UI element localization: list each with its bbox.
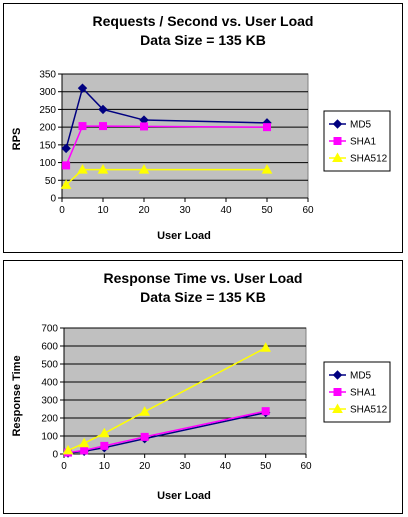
y-tick-label: 400 <box>41 378 58 389</box>
legend-marker-md5 <box>332 119 343 129</box>
y-tick-label: 0 <box>52 450 58 461</box>
data-point-sha1 <box>100 441 109 450</box>
data-point-sha512 <box>78 437 90 448</box>
legend-label-md5: MD5 <box>350 120 372 131</box>
y-tick-label: 150 <box>39 140 56 151</box>
y-tick-label: 700 <box>41 324 58 335</box>
y-tick-label: 50 <box>45 176 57 187</box>
y-tick-label: 200 <box>41 414 58 425</box>
y-tick-label: 0 <box>50 194 56 205</box>
data-point-sha512 <box>139 406 151 416</box>
x-tick-label: 30 <box>179 461 191 472</box>
x-tick-label: 60 <box>302 205 314 216</box>
legend-label-sha512: SHA512 <box>350 405 388 416</box>
x-tick-label: 20 <box>138 205 150 216</box>
x-tick-label: 60 <box>300 461 312 472</box>
data-point-sha1 <box>99 122 107 131</box>
data-point-md5 <box>77 83 88 93</box>
x-tick-label: 50 <box>261 205 273 216</box>
legend-marker-sha1 <box>333 137 342 145</box>
legend-marker-sha512 <box>332 403 343 413</box>
chart-subtitle: Data Size = 135 KB <box>140 289 266 305</box>
chart-subtitle: Data Size = 135 KB <box>140 32 266 48</box>
response-time-chart: Response Time vs. User Load Data Size = … <box>3 260 403 514</box>
x-tick-label: 40 <box>220 461 232 472</box>
y-tick-label: 300 <box>41 396 58 407</box>
y-tick-label: 600 <box>41 342 58 353</box>
y-tick-label: 100 <box>39 158 56 169</box>
legend-marker-md5 <box>332 370 343 380</box>
x-tick-label: 10 <box>99 461 111 472</box>
chart-title: Response Time vs. User Load <box>104 270 303 286</box>
y-tick-label: 350 <box>39 70 56 81</box>
x-axis-label: User Load <box>157 230 211 242</box>
legend-marker-sha512 <box>332 152 343 162</box>
data-point-sha1 <box>62 161 71 170</box>
legend-marker-sha1 <box>333 388 342 396</box>
y-tick-label: 100 <box>41 432 58 443</box>
plot-area <box>61 73 309 199</box>
legend-label-sha1: SHA1 <box>350 388 377 399</box>
data-point-sha512 <box>261 164 273 174</box>
data-point-sha512 <box>98 427 110 438</box>
x-tick-label: 40 <box>220 205 232 216</box>
data-point-sha512 <box>77 164 88 174</box>
x-tick-label: 20 <box>139 461 151 472</box>
y-tick-label: 300 <box>39 87 56 98</box>
y-tick-label: 500 <box>41 360 58 371</box>
y-tick-label: 250 <box>39 105 56 116</box>
y-axis-label: Response Time <box>11 355 23 436</box>
y-axis-label: RPS <box>11 128 23 151</box>
data-point-md5 <box>98 104 108 115</box>
x-tick-label: 0 <box>59 205 65 216</box>
x-axis-label: User Load <box>157 490 211 502</box>
rps-chart-svg: Requests / Second vs. User Load Data Siz… <box>11 13 391 242</box>
rps-chart: Requests / Second vs. User Load Data Siz… <box>3 3 403 253</box>
data-point-sha1 <box>80 446 89 455</box>
data-point-sha512 <box>138 164 150 174</box>
legend-label-md5: MD5 <box>350 371 372 382</box>
data-point-sha512 <box>60 179 72 189</box>
data-point-sha1 <box>78 122 87 131</box>
chart-title: Requests / Second vs. User Load <box>93 13 314 29</box>
data-point-sha512 <box>62 444 74 455</box>
response-time-chart-svg: Response Time vs. User Load Data Size = … <box>11 270 391 502</box>
y-tick-label: 200 <box>39 123 56 134</box>
data-point-sha1 <box>263 123 271 132</box>
data-point-sha512 <box>97 164 109 174</box>
legend-label-sha1: SHA1 <box>350 137 377 148</box>
legend-label-sha512: SHA512 <box>350 154 388 165</box>
x-tick-label: 50 <box>260 461 272 472</box>
x-tick-label: 30 <box>179 205 191 216</box>
data-point-sha512 <box>260 342 272 352</box>
data-point-sha1 <box>261 407 270 416</box>
x-tick-label: 10 <box>97 205 109 216</box>
x-tick-label: 0 <box>61 461 67 472</box>
data-point-md5 <box>61 143 71 154</box>
data-point-sha1 <box>140 122 148 131</box>
data-point-sha1 <box>140 432 149 441</box>
